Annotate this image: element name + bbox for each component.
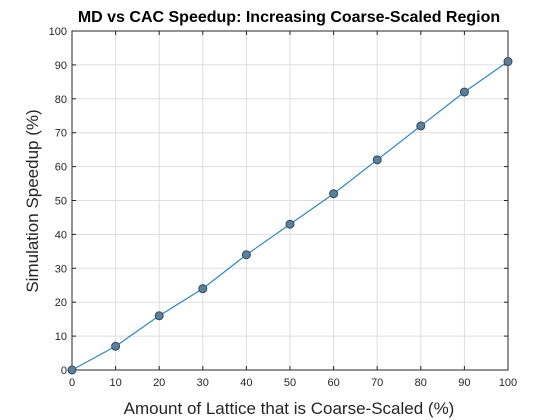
y-tick-label: 80 [55, 94, 67, 106]
y-tick-label: 70 [55, 128, 67, 140]
data-point [67, 365, 77, 375]
data-point [198, 284, 208, 294]
y-tick-label: 10 [55, 331, 67, 343]
y-tick-label: 40 [55, 229, 67, 241]
x-tick-label: 30 [197, 377, 209, 389]
y-tick-label: 60 [55, 162, 67, 174]
x-tick-label: 100 [499, 377, 517, 389]
y-tick-label: 100 [49, 26, 67, 38]
y-tick-label: 90 [55, 60, 67, 72]
data-point [503, 57, 513, 67]
data-point [111, 341, 121, 351]
x-tick-label: 60 [327, 377, 339, 389]
x-tick-label: 80 [415, 377, 427, 389]
data-point [372, 155, 382, 165]
grid [71, 30, 509, 371]
data-point [154, 311, 164, 321]
y-tick-label: 50 [55, 196, 67, 208]
x-tick-label: 10 [109, 377, 121, 389]
data-series [67, 57, 513, 375]
data-point [285, 219, 295, 229]
y-tick-label: 20 [55, 297, 67, 309]
data-point [416, 121, 426, 131]
x-tick-label: 50 [284, 377, 296, 389]
x-tick-label: 0 [69, 377, 75, 389]
axis-ticks: 0 10 20 30 40 50 60 70 80 90 100 0 10 20 30 40 50 60 70 80 9… [49, 26, 518, 389]
x-tick-label: 90 [458, 377, 470, 389]
data-point [241, 250, 251, 260]
chart-title: MD vs CAC Speedup: Increasing Coarse-Sca… [78, 9, 500, 26]
x-axis-label: Amount of Lattice that is Coarse-Scaled … [124, 399, 455, 418]
data-point [459, 87, 469, 97]
x-tick-label: 20 [153, 377, 165, 389]
x-tick-label: 40 [240, 377, 252, 389]
y-tick-label: 0 [61, 365, 67, 377]
y-axis-label: Simulation Speedup (%) [23, 109, 42, 292]
data-point [329, 189, 339, 199]
x-tick-label: 70 [371, 377, 383, 389]
y-tick-label: 30 [55, 263, 67, 275]
